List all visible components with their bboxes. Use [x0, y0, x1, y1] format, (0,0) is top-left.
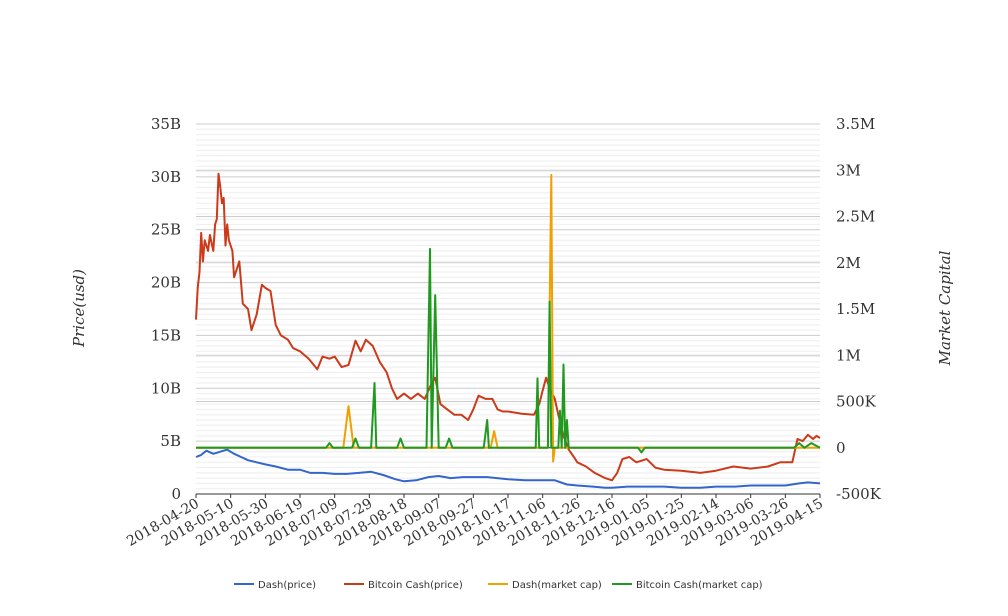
y2-tick-label: 1M [836, 346, 861, 364]
y2-tick-label: 0 [836, 439, 846, 457]
series-line-bitcoin-cash-price [195, 172, 821, 482]
legend: Dash(price) Bitcoin Cash(price) Dash(marke… [234, 580, 763, 591]
legend-label: Dash(market cap) [512, 580, 602, 591]
y2-tick-label: 2.5M [836, 208, 875, 226]
y2-tick-label: 3.5M [836, 115, 875, 133]
y-tick-label: 10B [151, 379, 181, 397]
y2-tick-label: 2M [836, 254, 861, 272]
y-tick-label: 20B [151, 274, 181, 292]
y2-tick-label: 500K [836, 393, 877, 411]
y2-tick-label: 1.5M [836, 300, 875, 318]
legend-label: Bitcoin Cash(price) [368, 580, 463, 591]
legend-label: Dash(price) [258, 580, 316, 591]
y-tick-label: 30B [151, 168, 181, 186]
y-tick-label: 15B [151, 326, 181, 344]
series-layer [195, 172, 821, 489]
y-tick-label: 35B [151, 115, 181, 133]
y-tick-label: 5B [160, 432, 181, 450]
series-line-dash-market-cap [196, 173, 820, 463]
y2-tick-label: -500K [836, 485, 882, 503]
y-tick-label: 25B [151, 221, 181, 239]
grid [196, 123, 820, 495]
series-line-bitcoin-cash-market-cap [196, 247, 821, 454]
y-axis-title: Price(usd) [70, 269, 88, 348]
y2-tick-label: 3M [836, 161, 861, 179]
legend-label: Bitcoin Cash(market cap) [636, 580, 763, 591]
series-line-dash-price [195, 448, 821, 489]
y2-axis-title: Market Capital [936, 250, 954, 366]
y-tick-label: 0 [171, 485, 181, 503]
